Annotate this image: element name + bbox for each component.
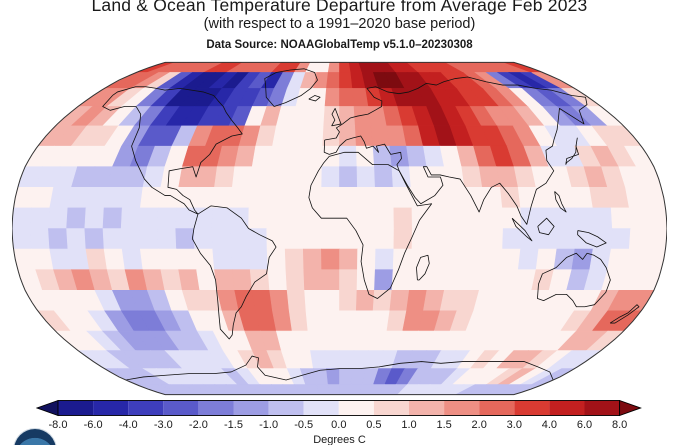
colorbar-tick-label: 2.0 <box>471 419 487 431</box>
colorbar-tick-label: 0.5 <box>366 419 382 431</box>
colorbar-tick-label: -8.0 <box>48 419 68 431</box>
colorbar-tick-labels: -8.0 -6.0 -4.0 -3.0 -2.0 -1.5 -1.0 -0.5 0.0 0.5 1.… <box>36 419 643 433</box>
colorbar-tick-label: -2.0 <box>188 419 208 431</box>
colorbar-tick-label: -1.0 <box>259 419 279 431</box>
colorbar-tick-label: 0.0 <box>331 419 347 431</box>
colorbar-tick-label: -4.0 <box>118 419 138 431</box>
colorbar-tick-label: 4.0 <box>541 419 558 431</box>
colorbar-canvas <box>35 399 642 417</box>
page-subtitle: (with respect to a 1991–2020 base period… <box>203 16 476 32</box>
page-title: Land & Ocean Temperature Departure from … <box>91 0 588 15</box>
colorbar-tick-label: 6.0 <box>576 419 593 431</box>
world-anomaly-map <box>11 60 668 397</box>
coastlines <box>102 68 640 381</box>
anomaly-grid <box>11 62 668 395</box>
noaa-logo <box>14 429 56 445</box>
colorbar-tick-label: 1.5 <box>436 419 452 431</box>
colorbar-units-label: Degrees C <box>313 434 366 445</box>
data-source-label: Data Source: NOAAGlobalTemp v5.1.0–20230… <box>206 39 473 51</box>
colorbar-tick-label: 8.0 <box>611 419 628 431</box>
colorbar-tick-label: -0.5 <box>294 419 314 431</box>
colorbar-tick-label: -3.0 <box>153 419 173 431</box>
world-map-canvas <box>11 61 668 396</box>
colorbar-tick-label: 3.0 <box>506 419 522 431</box>
colorbar-tick-label: 1.0 <box>401 419 417 431</box>
colorbar <box>35 399 643 417</box>
colorbar-tick-label: -1.5 <box>224 419 243 431</box>
colorbar-tick-label: -6.0 <box>83 419 103 431</box>
map-outline <box>11 61 668 396</box>
